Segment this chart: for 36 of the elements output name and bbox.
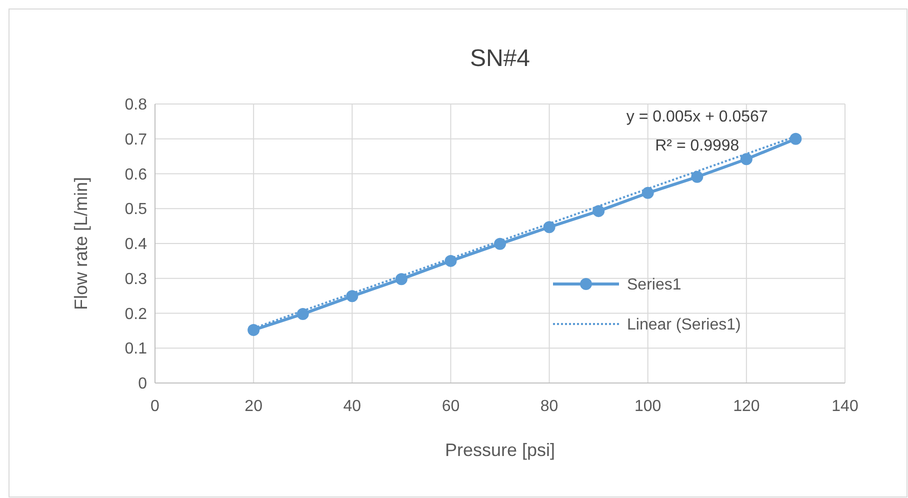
y-tick-label: 0.6 <box>124 166 148 184</box>
x-tick-label: 140 <box>832 398 858 415</box>
y-axis-title: Flow rate [L/min] <box>71 176 91 310</box>
point <box>395 273 408 286</box>
point <box>790 132 802 145</box>
point <box>543 221 556 234</box>
point <box>346 290 358 302</box>
point <box>691 170 704 183</box>
point <box>444 254 457 267</box>
point <box>592 205 605 218</box>
point <box>740 153 752 166</box>
y-tick-label: 0.5 <box>124 201 148 218</box>
point <box>296 308 309 320</box>
point <box>642 186 654 199</box>
y-tick-label: 0.4 <box>124 236 148 254</box>
y-tick-label: 0.1 <box>124 340 148 358</box>
x-tick-label: 20 <box>244 398 263 415</box>
y-tick-label: 0.7 <box>124 131 148 148</box>
x-tick-label: 0 <box>150 398 160 415</box>
legend-label: Series1 <box>627 276 682 294</box>
annotation: y = 0.005x + 0.0567 <box>626 108 768 126</box>
x-tick-label: 40 <box>343 398 362 415</box>
x-tick-label: 80 <box>540 398 558 415</box>
point <box>494 238 506 250</box>
y-tick-label: 0 <box>138 376 148 393</box>
y-tick-label: 0.2 <box>124 306 148 323</box>
x-axis-title: Pressure [psi] <box>444 440 556 460</box>
x-tick-label: 120 <box>733 398 760 415</box>
x-tick-label: 60 <box>442 398 460 415</box>
x-tick-label: 100 <box>634 398 662 415</box>
annotation: R² = 0.9998 <box>655 138 740 155</box>
y-tick-label: 0.3 <box>124 270 148 288</box>
point <box>248 324 260 336</box>
chart-title: SN#4 <box>470 45 530 72</box>
legend-label: Linear (Series1) <box>627 316 741 334</box>
y-tick-label: 0.8 <box>124 96 148 114</box>
